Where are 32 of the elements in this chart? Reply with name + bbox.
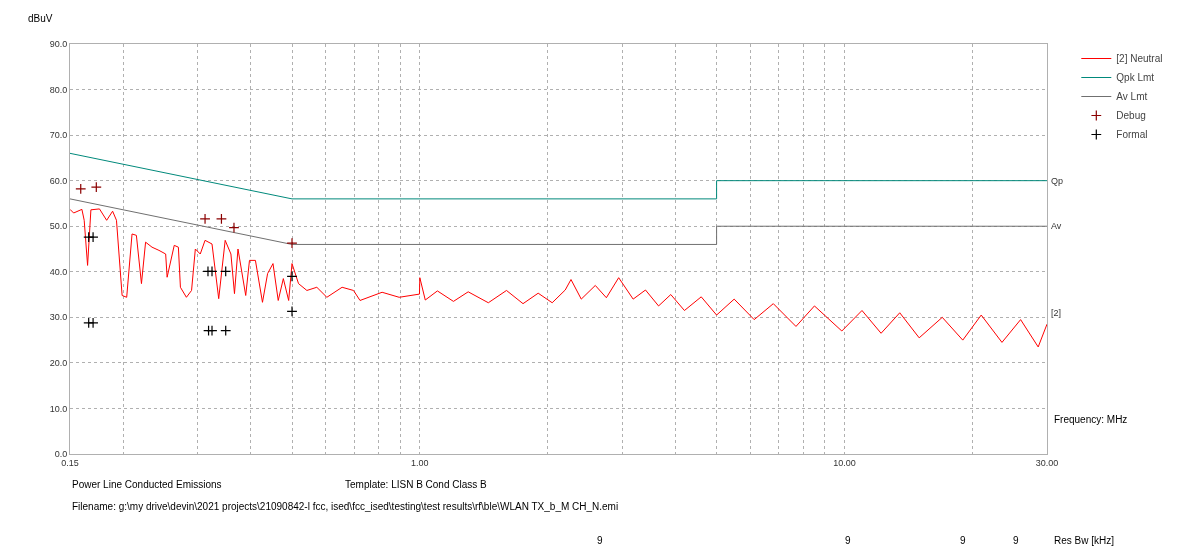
y-axis-title: dBuV bbox=[28, 13, 53, 24]
y-tick-label: 70.0 bbox=[49, 130, 68, 141]
x-tick-label: 30.00 bbox=[1035, 457, 1059, 468]
legend-label: Qpk Lmt bbox=[1116, 72, 1155, 84]
y-tick-label: 30.0 bbox=[49, 312, 68, 323]
x-axis-title: Frequency: MHz bbox=[1054, 414, 1128, 425]
text: 9 bbox=[1013, 535, 1019, 546]
x-tick-label: 0.15 bbox=[61, 457, 79, 468]
text: Res Bw [kHz] bbox=[1054, 535, 1115, 546]
text: Power Line Conducted Emissions bbox=[72, 479, 222, 490]
y-tick-label: 50.0 bbox=[49, 221, 68, 232]
y-tick-label: 10.0 bbox=[49, 403, 68, 414]
y-tick-label: 20.0 bbox=[49, 358, 68, 369]
x-tick-label: 1.00 bbox=[411, 457, 429, 468]
y-tick-label: 80.0 bbox=[49, 84, 68, 95]
text: [2] bbox=[1051, 308, 1062, 318]
text: Filename: g:\my drive\devin\2021 projects\21090842-l fcc, ised\fcc_ised\testing\test results\rf\ble\WLAN TX_b_M CH_N.emi bbox=[72, 501, 619, 512]
text: Qp bbox=[1051, 176, 1064, 186]
y-tick-label: 40.0 bbox=[49, 266, 68, 277]
legend-label: Av Lmt bbox=[1116, 91, 1148, 103]
x-tick-label: 10.00 bbox=[833, 457, 856, 468]
text: Template: LISN B Cond Class B bbox=[345, 479, 488, 490]
legend-label: Formal bbox=[1116, 129, 1148, 141]
y-tick-label: 60.0 bbox=[49, 175, 68, 186]
y-tick-label: 90.0 bbox=[49, 39, 68, 50]
legend-label: Debug bbox=[1116, 110, 1146, 122]
text: 9 bbox=[960, 535, 966, 546]
legend-label: [2] Neutral bbox=[1116, 53, 1163, 65]
y-tick-label: 0.0 bbox=[54, 449, 68, 460]
text: 9 bbox=[845, 535, 851, 546]
text: Av bbox=[1051, 221, 1062, 231]
text: 9 bbox=[597, 535, 603, 546]
